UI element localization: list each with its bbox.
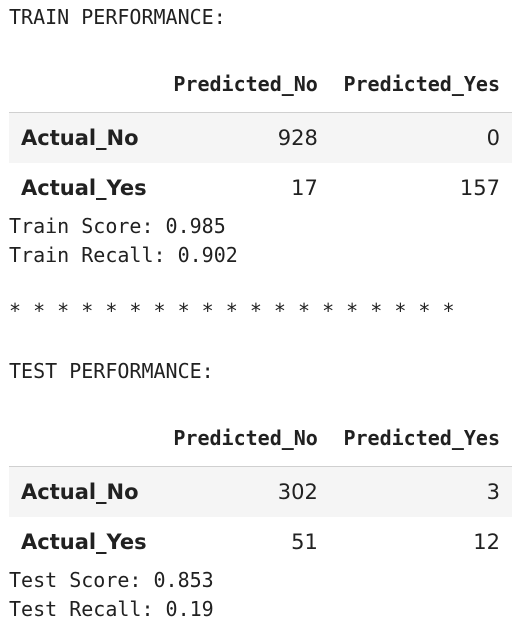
- corner-header-cell: [9, 410, 160, 467]
- cell-actual-no-predicted-yes: 3: [486, 480, 500, 504]
- cell-actual-yes-predicted-no: 17: [291, 176, 318, 200]
- table-row: Actual_Yes 17 157: [9, 163, 512, 213]
- predicted-yes-header: Predicted_Yes: [329, 410, 512, 467]
- cell-actual-no-predicted-no: 928: [277, 126, 318, 150]
- train-performance-heading: TRAIN PERFORMANCE:: [9, 5, 226, 29]
- cell-actual-yes-predicted-yes: 12: [473, 530, 500, 554]
- train-recall-line: Train Recall: 0.902: [9, 243, 238, 267]
- table-header-row: Predicted_No Predicted_Yes: [9, 56, 512, 113]
- row-label-actual-no: Actual_No: [21, 480, 139, 504]
- predicted-no-header: Predicted_No: [159, 410, 330, 467]
- test-score-line: Test Score: 0.853: [9, 568, 214, 592]
- cell-actual-yes-predicted-no: 51: [291, 530, 318, 554]
- cell-actual-yes-predicted-yes: 157: [459, 176, 500, 200]
- table-row: Actual_Yes 51 12: [9, 517, 512, 567]
- test-performance-heading: TEST PERFORMANCE:: [9, 359, 214, 383]
- test-recall-line: Test Recall: 0.19: [9, 597, 214, 621]
- test-confusion-matrix: Predicted_No Predicted_Yes Actual_No 302…: [9, 410, 512, 567]
- corner-header-cell: [9, 56, 160, 113]
- table-header-row: Predicted_No Predicted_Yes: [9, 410, 512, 467]
- train-confusion-matrix: Predicted_No Predicted_Yes Actual_No 928…: [9, 56, 512, 213]
- cell-actual-no-predicted-no: 302: [277, 480, 318, 504]
- row-label-actual-no: Actual_No: [21, 126, 139, 150]
- cell-actual-no-predicted-yes: 0: [486, 126, 500, 150]
- table-row: Actual_No 928 0: [9, 112, 512, 163]
- predicted-yes-header: Predicted_Yes: [329, 56, 512, 113]
- row-label-actual-yes: Actual_Yes: [21, 530, 147, 554]
- predicted-no-header: Predicted_No: [159, 56, 330, 113]
- train-score-line: Train Score: 0.985: [9, 214, 226, 238]
- table-row: Actual_No 302 3: [9, 466, 512, 517]
- separator-line: * * * * * * * * * * * * * * * * * * *: [9, 299, 455, 323]
- row-label-actual-yes: Actual_Yes: [21, 176, 147, 200]
